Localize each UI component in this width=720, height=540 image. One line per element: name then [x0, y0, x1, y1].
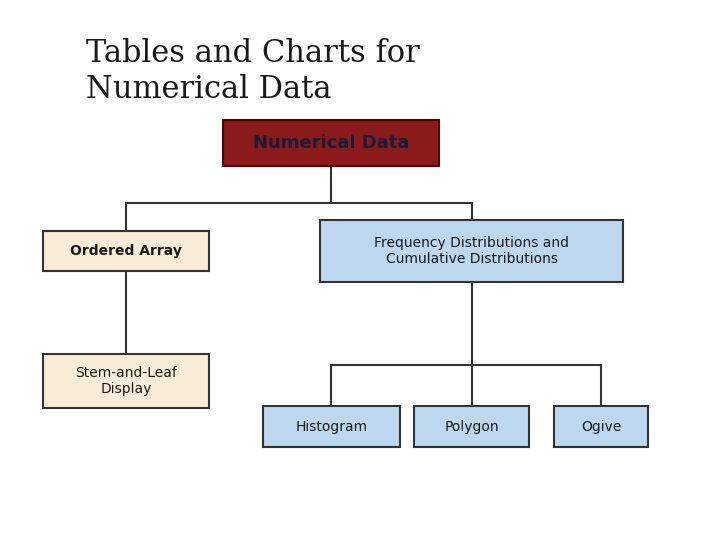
FancyBboxPatch shape: [414, 406, 529, 447]
FancyBboxPatch shape: [43, 354, 209, 408]
Text: Stem-and-Leaf
Display: Stem-and-Leaf Display: [75, 366, 177, 396]
Text: Frequency Distributions and
Cumulative Distributions: Frequency Distributions and Cumulative D…: [374, 236, 569, 266]
Text: Tables and Charts for
Numerical Data: Tables and Charts for Numerical Data: [86, 38, 420, 105]
Text: Ordered Array: Ordered Array: [70, 244, 182, 258]
FancyBboxPatch shape: [554, 406, 648, 447]
FancyBboxPatch shape: [223, 120, 439, 166]
Text: Histogram: Histogram: [295, 420, 367, 434]
FancyBboxPatch shape: [320, 220, 623, 282]
Text: Ogive: Ogive: [581, 420, 621, 434]
Text: Polygon: Polygon: [444, 420, 499, 434]
Text: Numerical Data: Numerical Data: [253, 134, 410, 152]
FancyBboxPatch shape: [43, 231, 209, 271]
FancyBboxPatch shape: [263, 406, 400, 447]
